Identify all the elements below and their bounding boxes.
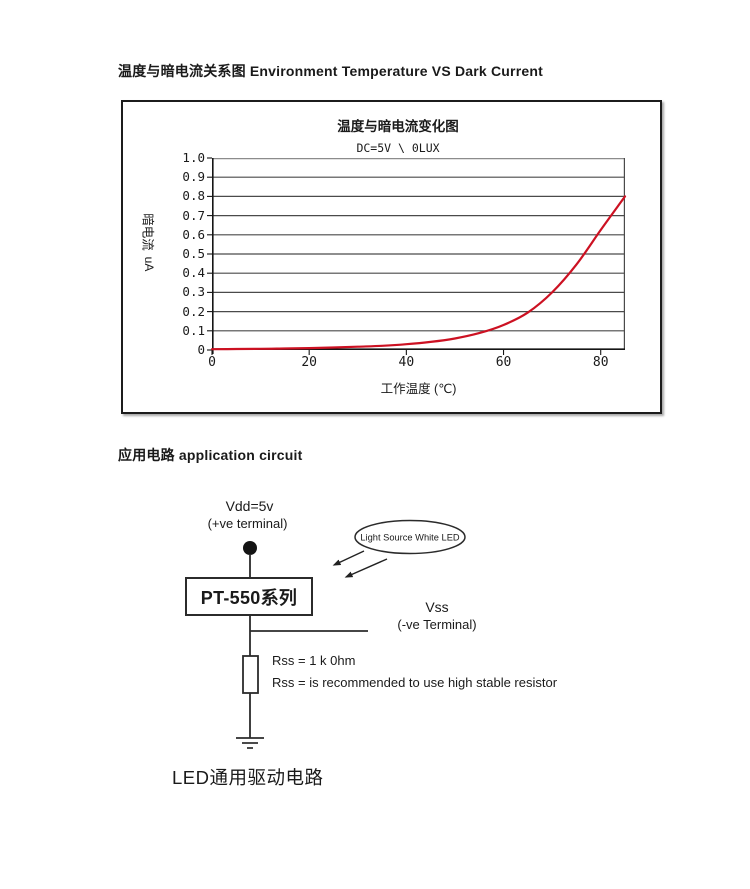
vdd-terminal-dot <box>243 541 257 555</box>
dark-current-chart: 温度与暗电流变化图 DC=5V \ 0LUX 暗电流 uA 1.0 0.9 0.8 0… <box>121 100 662 414</box>
section-title-application-circuit: 应用电路 application circuit <box>118 447 303 463</box>
ground-symbol <box>236 737 264 749</box>
y-tick-label: 0.3 <box>182 284 205 300</box>
dark-current-curve <box>210 195 627 351</box>
vss-label: Vss <box>425 599 449 615</box>
plot-svg <box>207 157 627 355</box>
pt550-box: PT-550系列 <box>185 577 313 616</box>
light-source-label: Light Source White LED <box>360 533 460 543</box>
x-tick-label: 20 <box>301 355 317 370</box>
x-tick-labels: 0 20 40 60 80 <box>208 355 625 371</box>
vdd-label: Vdd=5v <box>225 498 274 514</box>
rss-value-label: Rss = 1 k 0hm <box>272 653 356 668</box>
light-arrow-2 <box>344 558 388 578</box>
y-tick-labels: 1.0 0.9 0.8 0.7 0.6 0.5 0.4 0.3 0.2 0.1 0 <box>157 150 205 357</box>
circuit-diagram: Light Source White LED <box>236 519 466 749</box>
vdd-terminal-label: (+ve terminal) <box>207 516 288 531</box>
x-tick-label: 0 <box>208 355 216 370</box>
y-tick-label: 0 <box>197 342 205 357</box>
y-tick-label: 0.7 <box>182 207 205 223</box>
y-tick-label: 0.6 <box>182 226 205 242</box>
rss-note-label: Rss = is recommended to use high stable … <box>272 675 558 690</box>
chart-title: 温度与暗电流变化图 <box>337 119 459 134</box>
x-tick-label: 40 <box>398 355 415 370</box>
light-arrow-1 <box>332 550 365 566</box>
vss-terminal-label: (-ve Terminal) <box>397 617 477 632</box>
resistor-symbol <box>242 655 259 694</box>
y-axis-unit: uA <box>142 256 156 272</box>
circuit-caption: LED通用驱动电路 <box>172 767 324 788</box>
light-source-bubble <box>354 519 466 555</box>
section-title-temperature-chart: 温度与暗电流关系图 Environment Temperature VS Dar… <box>118 63 543 79</box>
y-tick-label: 0.2 <box>182 303 205 319</box>
y-tick-label: 1.0 <box>182 150 205 165</box>
x-tick-label: 60 <box>495 355 512 370</box>
chart-subtitle: DC=5V \ 0LUX <box>356 141 440 155</box>
x-axis-title: 工作温度 (℃) <box>380 382 457 396</box>
y-axis-title: 暗电流 <box>140 213 155 251</box>
x-tick-label: 80 <box>592 355 609 370</box>
y-tick-label: 0.4 <box>182 265 205 281</box>
y-tick-label: 0.5 <box>182 246 205 261</box>
y-tick-label: 0.9 <box>182 169 205 185</box>
y-tick-label: 0.1 <box>182 322 205 338</box>
y-tick-label: 0.8 <box>182 188 205 204</box>
